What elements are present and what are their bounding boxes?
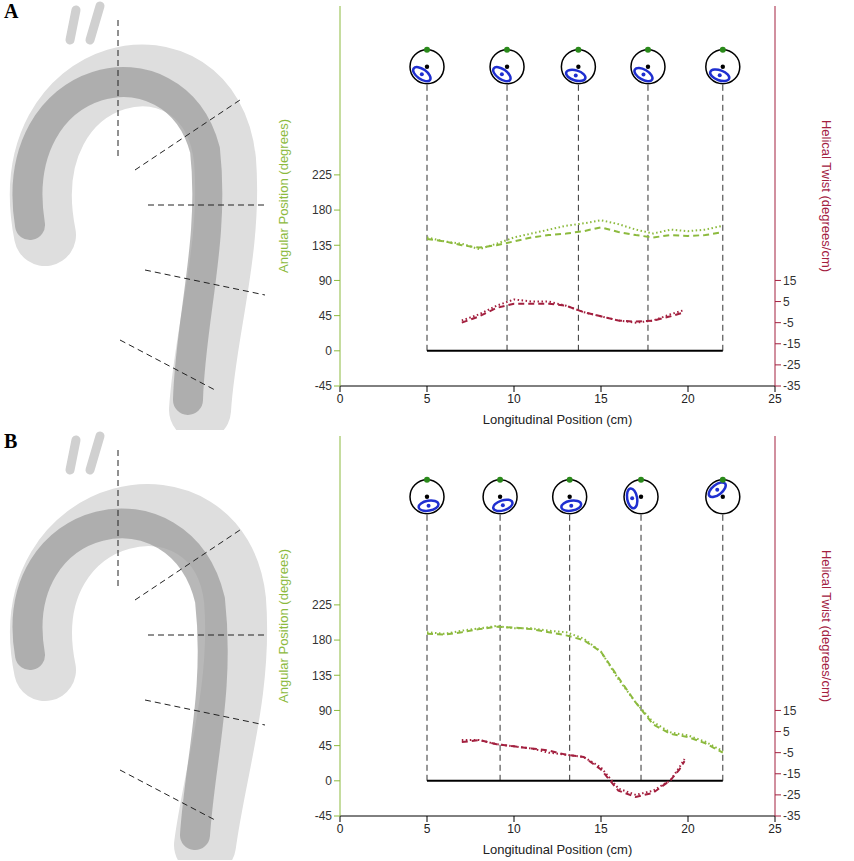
svg-text:-35: -35 xyxy=(783,379,801,393)
svg-text:20: 20 xyxy=(681,822,695,836)
svg-text:180: 180 xyxy=(312,203,332,217)
svg-text:-25: -25 xyxy=(783,788,801,802)
svg-text:0: 0 xyxy=(337,822,344,836)
svg-text:5: 5 xyxy=(424,392,431,406)
svg-text:-25: -25 xyxy=(783,358,801,372)
svg-text:-5: -5 xyxy=(783,316,794,330)
svg-text:45: 45 xyxy=(319,739,333,753)
svg-text:0: 0 xyxy=(337,392,344,406)
svg-text:Helical Twist (degrees/cm): Helical Twist (degrees/cm) xyxy=(819,550,834,702)
svg-text:15: 15 xyxy=(783,704,797,718)
svg-text:135: 135 xyxy=(312,669,332,683)
svg-text:20: 20 xyxy=(681,392,695,406)
svg-text:-35: -35 xyxy=(783,809,801,823)
svg-text:0: 0 xyxy=(325,774,332,788)
svg-text:15: 15 xyxy=(594,822,608,836)
svg-text:5: 5 xyxy=(424,822,431,836)
svg-text:15: 15 xyxy=(783,274,797,288)
svg-text:Longitudinal Position (cm): Longitudinal Position (cm) xyxy=(483,842,633,857)
svg-text:225: 225 xyxy=(312,168,332,182)
svg-text:15: 15 xyxy=(594,392,608,406)
svg-text:135: 135 xyxy=(312,239,332,253)
svg-text:Helical Twist (degrees/cm): Helical Twist (degrees/cm) xyxy=(819,120,834,272)
svg-text:25: 25 xyxy=(768,822,782,836)
svg-text:-5: -5 xyxy=(783,746,794,760)
svg-text:5: 5 xyxy=(783,725,790,739)
html-text:B: B xyxy=(4,430,18,452)
html-text:A: A xyxy=(4,0,19,22)
svg-text:45: 45 xyxy=(319,309,333,323)
svg-text:5: 5 xyxy=(783,295,790,309)
svg-text:180: 180 xyxy=(312,633,332,647)
svg-text:10: 10 xyxy=(507,822,521,836)
svg-text:225: 225 xyxy=(312,598,332,612)
svg-text:Angular Position (degrees): Angular Position (degrees) xyxy=(276,549,291,703)
svg-text:0: 0 xyxy=(325,344,332,358)
svg-text:Angular Position (degrees): Angular Position (degrees) xyxy=(276,119,291,273)
svg-text:-45: -45 xyxy=(315,809,333,823)
svg-text:-15: -15 xyxy=(783,337,801,351)
svg-text:-45: -45 xyxy=(315,379,333,393)
svg-text:10: 10 xyxy=(507,392,521,406)
svg-text:Longitudinal Position (cm): Longitudinal Position (cm) xyxy=(483,412,633,427)
svg-text:-15: -15 xyxy=(783,767,801,781)
svg-text:25: 25 xyxy=(768,392,782,406)
svg-text:90: 90 xyxy=(319,274,333,288)
svg-text:90: 90 xyxy=(319,704,333,718)
